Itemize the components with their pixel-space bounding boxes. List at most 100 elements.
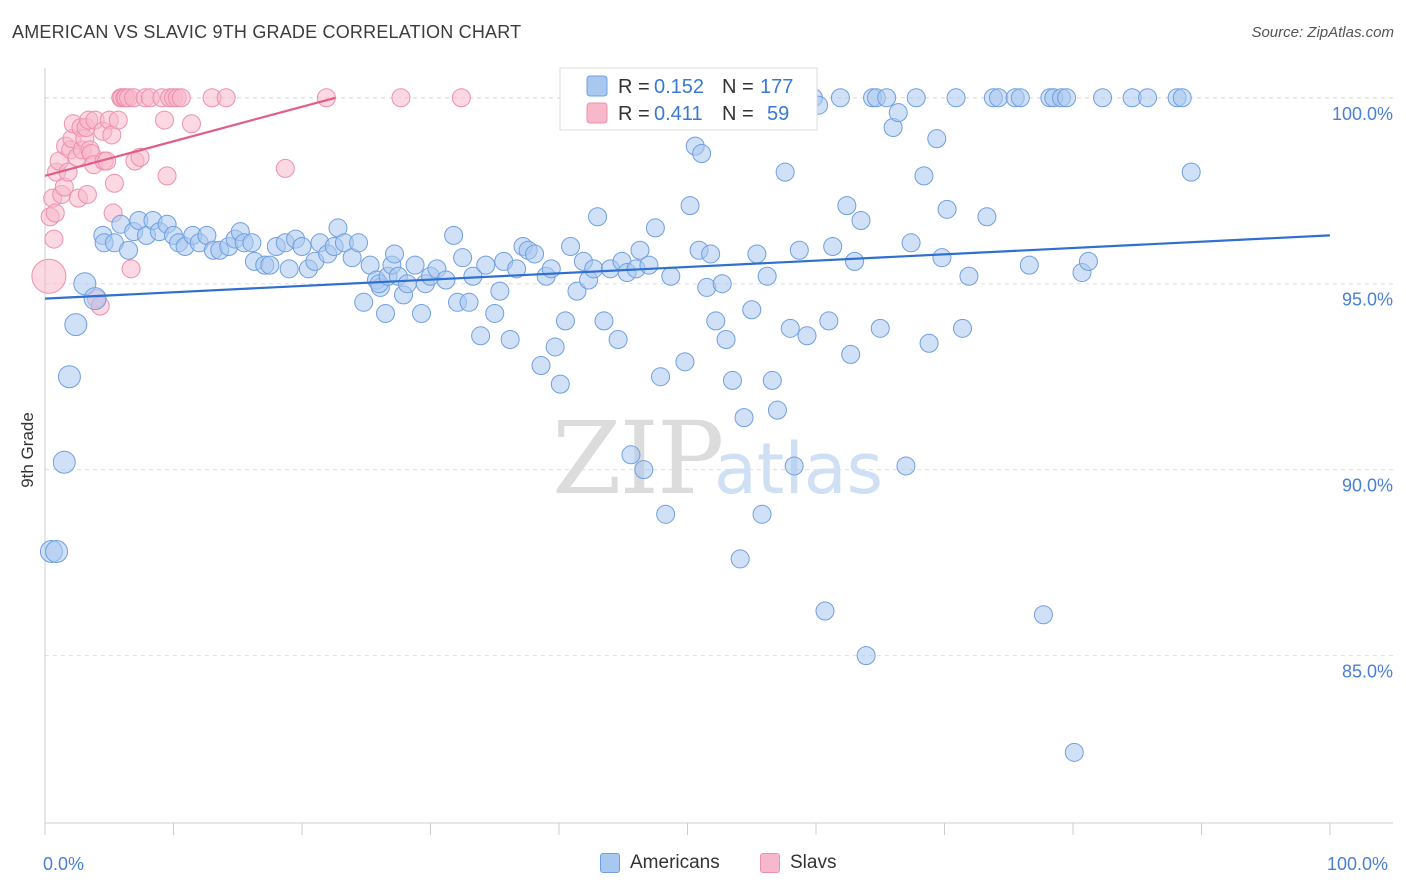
americans-point[interactable] [541, 259, 561, 279]
americans-point[interactable] [789, 240, 809, 260]
americans-point[interactable] [762, 370, 782, 390]
americans-point[interactable] [349, 233, 369, 253]
americans-point[interactable] [823, 237, 843, 257]
slavs-point[interactable] [451, 88, 471, 108]
americans-point[interactable] [500, 330, 520, 350]
americans-point[interactable] [815, 601, 835, 621]
americans-point[interactable] [692, 144, 712, 164]
americans-point[interactable] [767, 400, 787, 420]
americans-point[interactable] [656, 504, 676, 524]
americans-point[interactable] [567, 281, 587, 301]
americans-point[interactable] [919, 333, 939, 353]
americans-point[interactable] [946, 88, 966, 108]
americans-point[interactable] [354, 292, 374, 312]
americans-point[interactable] [594, 311, 614, 331]
americans-point[interactable] [775, 162, 795, 182]
americans-point[interactable] [780, 318, 800, 338]
americans-point[interactable] [906, 88, 926, 108]
slavs-point[interactable] [391, 88, 411, 108]
americans-point[interactable] [988, 88, 1008, 108]
americans-point[interactable] [584, 259, 604, 279]
slavs-point[interactable] [31, 258, 67, 294]
americans-point[interactable] [1057, 88, 1077, 108]
americans-point[interactable] [444, 225, 464, 245]
americans-point[interactable] [856, 646, 876, 666]
americans-point[interactable] [730, 549, 750, 569]
americans-point[interactable] [279, 259, 299, 279]
americans-point[interactable] [706, 311, 726, 331]
americans-point[interactable] [896, 456, 916, 476]
americans-point[interactable] [555, 311, 575, 331]
americans-point[interactable] [634, 460, 654, 480]
americans-point[interactable] [453, 248, 473, 268]
slavs-point[interactable] [275, 158, 295, 178]
americans-point[interactable] [870, 318, 890, 338]
slavs-point[interactable] [104, 173, 124, 193]
americans-point[interactable] [742, 300, 762, 320]
americans-point[interactable] [716, 330, 736, 350]
americans-point[interactable] [550, 374, 570, 394]
americans-point[interactable] [661, 266, 681, 286]
americans-point[interactable] [680, 196, 700, 216]
americans-point[interactable] [639, 255, 659, 275]
americans-point[interactable] [292, 237, 312, 257]
americans-point[interactable] [608, 330, 628, 350]
slavs-point[interactable] [157, 166, 177, 186]
americans-point[interactable] [837, 196, 857, 216]
americans-point[interactable] [490, 281, 510, 301]
americans-point[interactable] [1181, 162, 1201, 182]
americans-point[interactable] [385, 244, 405, 264]
americans-point[interactable] [1019, 255, 1039, 275]
slavs-point[interactable] [121, 259, 141, 279]
americans-point[interactable] [752, 504, 772, 524]
americans-point[interactable] [734, 408, 754, 428]
americans-point[interactable] [531, 356, 551, 376]
americans-point[interactable] [888, 103, 908, 123]
americans-point[interactable] [1093, 88, 1113, 108]
americans-point[interactable] [630, 240, 650, 260]
americans-point[interactable] [397, 274, 417, 294]
slavs-point[interactable] [45, 203, 65, 223]
slavs-point[interactable] [171, 88, 191, 108]
americans-point[interactable] [588, 207, 608, 227]
americans-point[interactable] [507, 259, 527, 279]
americans-point[interactable] [845, 251, 865, 271]
americans-point[interactable] [412, 303, 432, 323]
slavs-point[interactable] [130, 147, 150, 167]
americans-point[interactable] [977, 207, 997, 227]
americans-point[interactable] [1064, 742, 1084, 762]
americans-point[interactable] [376, 303, 396, 323]
americans-point[interactable] [747, 244, 767, 264]
americans-point[interactable] [1010, 88, 1030, 108]
americans-point[interactable] [405, 255, 425, 275]
americans-point[interactable] [959, 266, 979, 286]
americans-point[interactable] [712, 274, 732, 294]
americans-point[interactable] [952, 318, 972, 338]
americans-point[interactable] [932, 248, 952, 268]
americans-point[interactable] [722, 370, 742, 390]
americans-point[interactable] [651, 367, 671, 387]
americans-point[interactable] [927, 129, 947, 149]
legend-item-americans[interactable]: Americans [600, 852, 720, 874]
americans-point[interactable] [1033, 605, 1053, 625]
americans-point[interactable] [819, 311, 839, 331]
americans-point[interactable] [675, 352, 695, 372]
americans-point[interactable] [119, 240, 139, 260]
legend-item-slavs[interactable]: Slavs [760, 852, 836, 874]
americans-point[interactable] [64, 313, 88, 337]
slavs-point[interactable] [155, 110, 175, 130]
americans-point[interactable] [621, 445, 641, 465]
americans-point[interactable] [830, 88, 850, 108]
americans-point[interactable] [784, 456, 804, 476]
slavs-point[interactable] [216, 88, 236, 108]
americans-point[interactable] [260, 255, 280, 275]
americans-point[interactable] [937, 199, 957, 219]
slavs-point[interactable] [108, 110, 128, 130]
americans-point[interactable] [701, 244, 721, 264]
americans-point[interactable] [83, 287, 107, 311]
americans-point[interactable] [1172, 88, 1192, 108]
americans-point[interactable] [45, 539, 69, 563]
slavs-point[interactable] [181, 114, 201, 134]
americans-point[interactable] [459, 292, 479, 312]
americans-point[interactable] [1138, 88, 1158, 108]
